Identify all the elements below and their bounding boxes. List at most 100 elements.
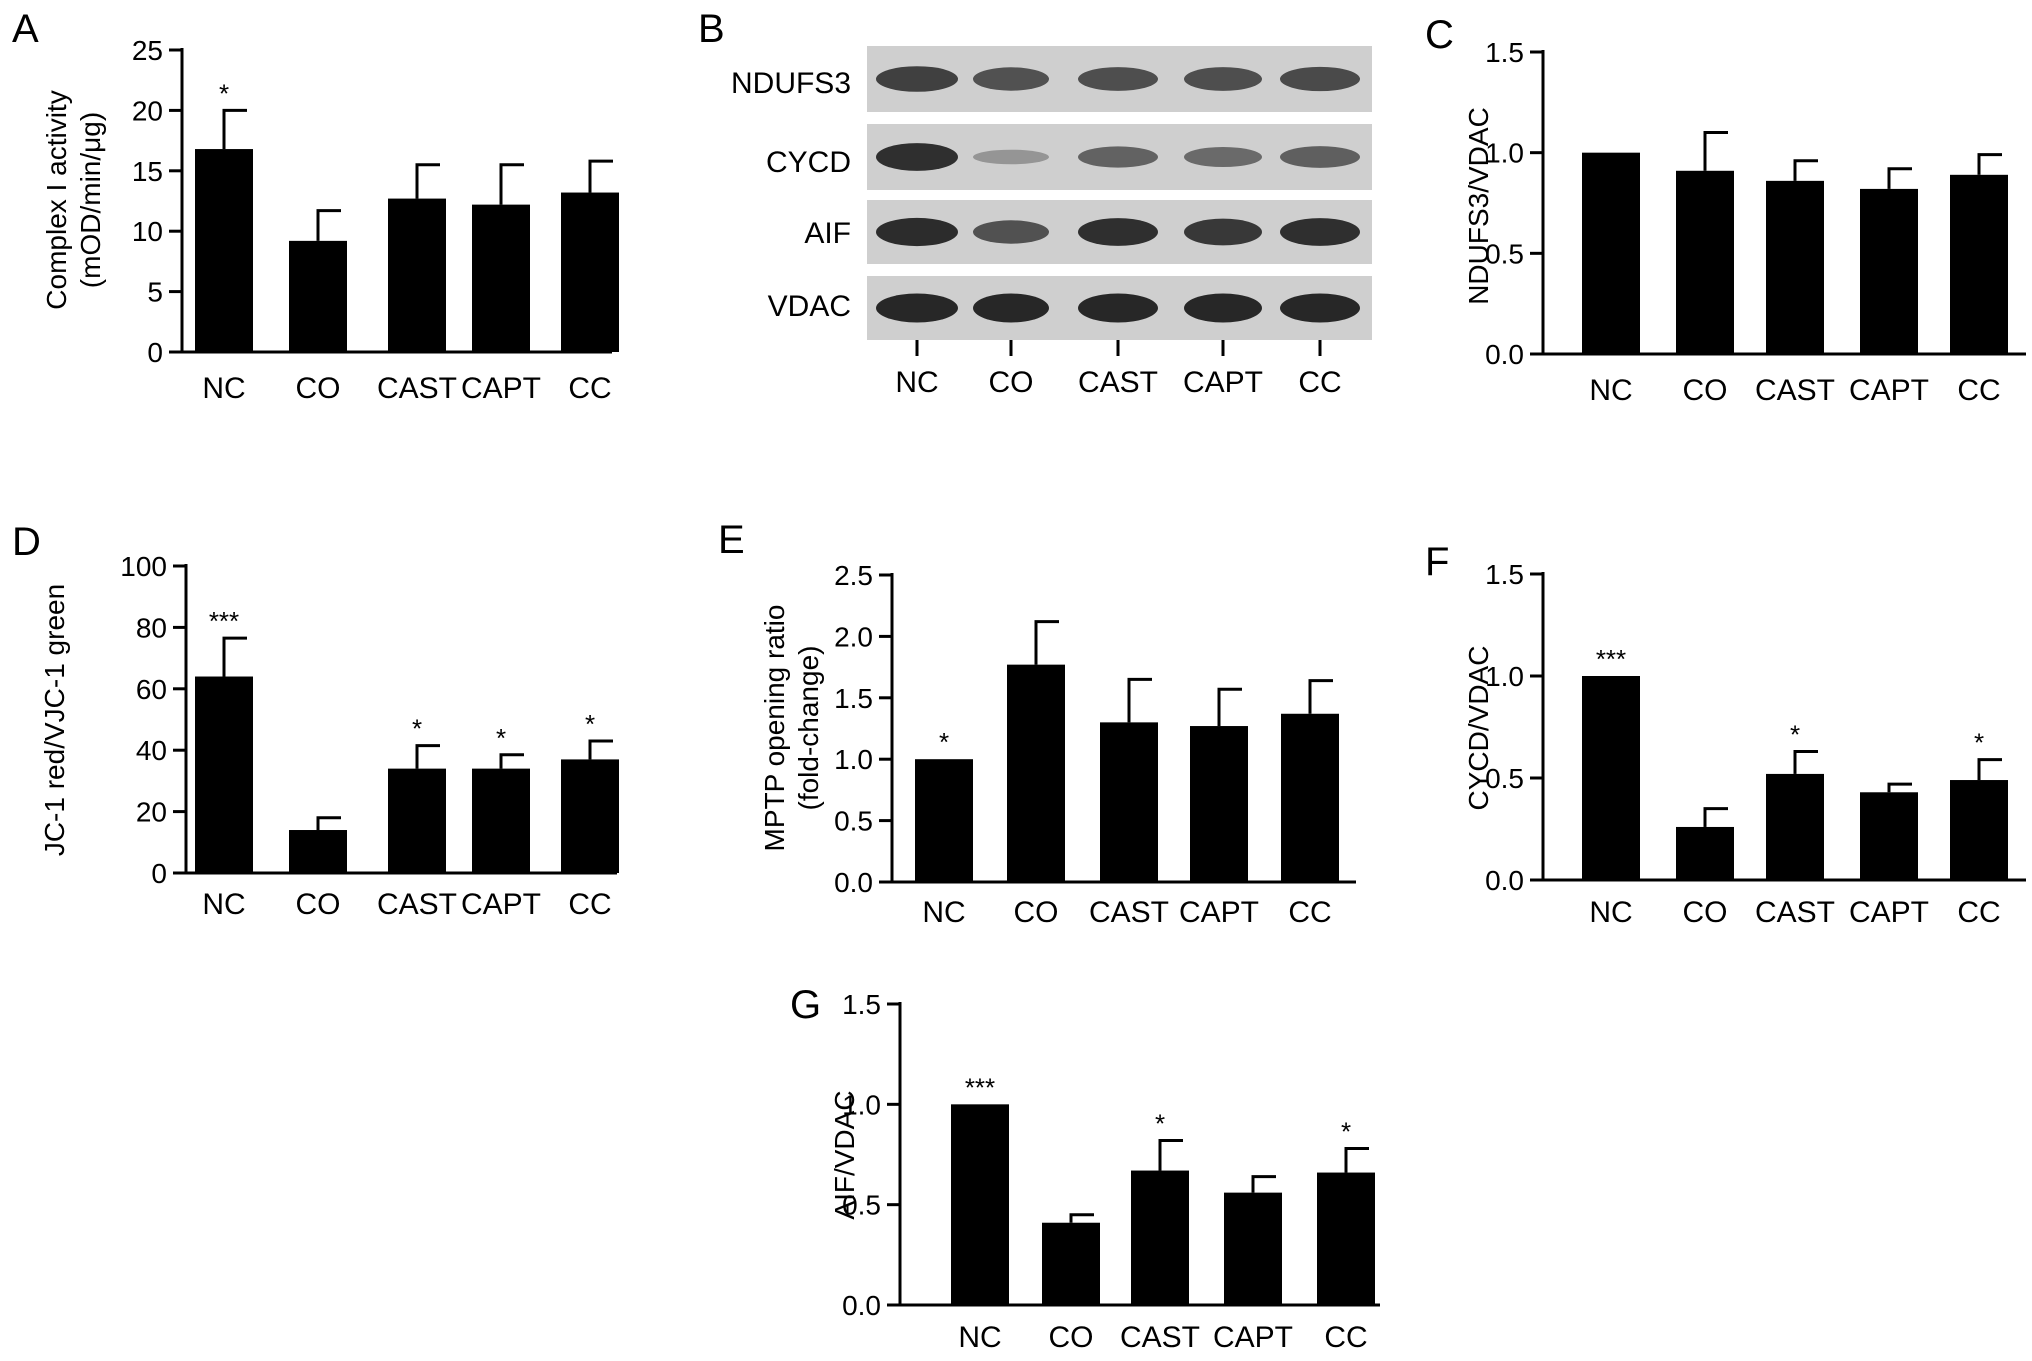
y-tick-label-c: 0.0 xyxy=(1485,339,1524,370)
blot-lane-label-cc: CC xyxy=(1298,366,1341,399)
blot-lane-label-nc: NC xyxy=(895,366,938,399)
blot-band-ndufs3-co xyxy=(973,67,1049,91)
y-axis-label-e: MPTP opening ratio xyxy=(759,605,790,852)
y-axis-label-d: JC-1 red/VJC-1 green xyxy=(39,584,70,856)
blot-band-ndufs3-nc xyxy=(876,66,958,92)
category-label-d-capt: CAPT xyxy=(461,888,541,921)
category-label-e-cast: CAST xyxy=(1089,896,1169,929)
blot-band-cycd-nc xyxy=(876,143,958,171)
category-label-f-capt: CAPT xyxy=(1849,896,1929,929)
y-tick-label-g: 0.0 xyxy=(842,1290,881,1321)
category-label-g-cast: CAST xyxy=(1120,1321,1200,1354)
blot-band-cycd-cc xyxy=(1280,146,1360,168)
blot-protein-label-cycd: CYCD xyxy=(766,146,851,179)
chart-panel-c: C 0.0 0.5 1.0 1.5 NDUFS3/VDAC NC CO CAST CAPT CC xyxy=(1425,13,2026,407)
bar-c-capt xyxy=(1860,188,1918,354)
y-tick-label-e: 2.5 xyxy=(834,560,873,591)
category-label-a-co: CO xyxy=(296,372,341,405)
y-tick-label-d: 20 xyxy=(136,797,167,828)
category-label-a-cast: CAST xyxy=(377,372,457,405)
western-blot-panel-b: B NDUFS3 CYCD AIF VDAC NC CO CAST CAPT C… xyxy=(698,7,1372,399)
y-tick-label-d: 80 xyxy=(136,612,167,643)
category-label-f-cast: CAST xyxy=(1755,896,1835,929)
y-tick-label-f: 0.0 xyxy=(1485,865,1524,896)
category-label-c-cc: CC xyxy=(1957,374,2000,407)
panel-label-g: G xyxy=(790,983,821,1027)
blot-strips xyxy=(867,46,1372,340)
bar-a-cc xyxy=(561,192,619,352)
bar-c-cc xyxy=(1950,174,2008,354)
category-label-d-nc: NC xyxy=(202,888,245,921)
bar-a-capt xyxy=(472,204,530,352)
bar-g-cast xyxy=(1131,1170,1189,1305)
blot-band-ndufs3-cast xyxy=(1078,67,1158,91)
bar-g-capt xyxy=(1224,1192,1282,1305)
blot-band-vdac-cc xyxy=(1280,293,1360,323)
y-tick-label-a: 10 xyxy=(132,216,163,247)
y-axis-label-a: (mOD/min/μg) xyxy=(75,112,106,288)
significance-f-nc: *** xyxy=(1596,644,1626,674)
bar-f-cast xyxy=(1766,773,1824,880)
y-tick-label-e: 1.5 xyxy=(834,683,873,714)
category-label-e-capt: CAPT xyxy=(1179,896,1259,929)
y-tick-label-a: 0 xyxy=(147,337,163,368)
bar-c-nc xyxy=(1582,152,1640,354)
category-label-c-cast: CAST xyxy=(1755,374,1835,407)
significance-d-capt: * xyxy=(496,723,506,753)
y-tick-label-d: 0 xyxy=(151,858,167,889)
blot-lane-label-co: CO xyxy=(989,366,1034,399)
blot-lane-labels: NC CO CAST CAPT CC xyxy=(895,340,1342,399)
category-label-g-capt: CAPT xyxy=(1213,1321,1293,1354)
bar-e-nc xyxy=(915,759,973,882)
y-tick-label-d: 100 xyxy=(120,551,167,582)
category-label-f-co: CO xyxy=(1683,896,1728,929)
blot-band-aif-capt xyxy=(1184,218,1262,246)
significance-g-nc: *** xyxy=(965,1072,995,1102)
significance-f-cc: * xyxy=(1974,728,1984,758)
blot-band-aif-co xyxy=(973,220,1049,244)
y-tick-label-a: 25 xyxy=(132,35,163,66)
bar-d-capt xyxy=(472,768,530,873)
blot-protein-label-aif: AIF xyxy=(804,217,851,250)
significance-d-nc: *** xyxy=(209,606,239,636)
bar-a-cast xyxy=(388,198,446,352)
y-axis-label-e: (fold-change) xyxy=(793,646,824,811)
bar-f-cc xyxy=(1950,780,2008,880)
significance-f-cast: * xyxy=(1790,719,1800,749)
y-tick-label-g: 1.5 xyxy=(842,989,881,1020)
bar-f-nc xyxy=(1582,676,1640,880)
y-axis-label-a: Complex I activity xyxy=(41,90,72,309)
blot-band-ndufs3-capt xyxy=(1184,67,1262,91)
blot-band-cycd-cast xyxy=(1078,146,1158,168)
bar-f-capt xyxy=(1860,792,1918,880)
blot-band-vdac-capt xyxy=(1184,293,1262,323)
bar-c-co xyxy=(1676,170,1734,354)
category-label-g-cc: CC xyxy=(1324,1321,1367,1354)
blot-lane-label-capt: CAPT xyxy=(1183,366,1263,399)
blot-band-ndufs3-cc xyxy=(1280,66,1360,92)
significance-g-cc: * xyxy=(1341,1116,1351,1146)
significance-d-cc: * xyxy=(585,709,595,739)
category-label-a-capt: CAPT xyxy=(461,372,541,405)
y-tick-label-c: 1.0 xyxy=(1485,138,1524,169)
category-label-g-nc: NC xyxy=(958,1321,1001,1354)
category-label-a-cc: CC xyxy=(568,372,611,405)
bar-d-nc xyxy=(195,676,253,873)
bar-d-cast xyxy=(388,768,446,873)
y-tick-label-e: 1.0 xyxy=(834,744,873,775)
y-tick-label-e: 2.0 xyxy=(834,621,873,652)
panel-label-e: E xyxy=(718,518,745,562)
y-tick-label-e: 0.5 xyxy=(834,806,873,837)
bar-f-co xyxy=(1676,826,1734,880)
category-label-g-co: CO xyxy=(1049,1321,1094,1354)
chart-panel-g: G 0.0 0.5 1.0 1.5 AIF/VDAC *** NC CO * CAST CAPT * C… xyxy=(790,983,1380,1354)
bar-c-cast xyxy=(1766,180,1824,354)
panel-label-a: A xyxy=(12,7,39,51)
significance-g-cast: * xyxy=(1155,1108,1165,1138)
blot-band-vdac-co xyxy=(973,293,1049,323)
significance-a-nc: * xyxy=(219,78,229,108)
y-tick-label-f: 0.5 xyxy=(1485,763,1524,794)
category-label-f-cc: CC xyxy=(1957,896,2000,929)
y-tick-label-a: 5 xyxy=(147,277,163,308)
blot-protein-label-ndufs3: NDUFS3 xyxy=(731,67,851,100)
